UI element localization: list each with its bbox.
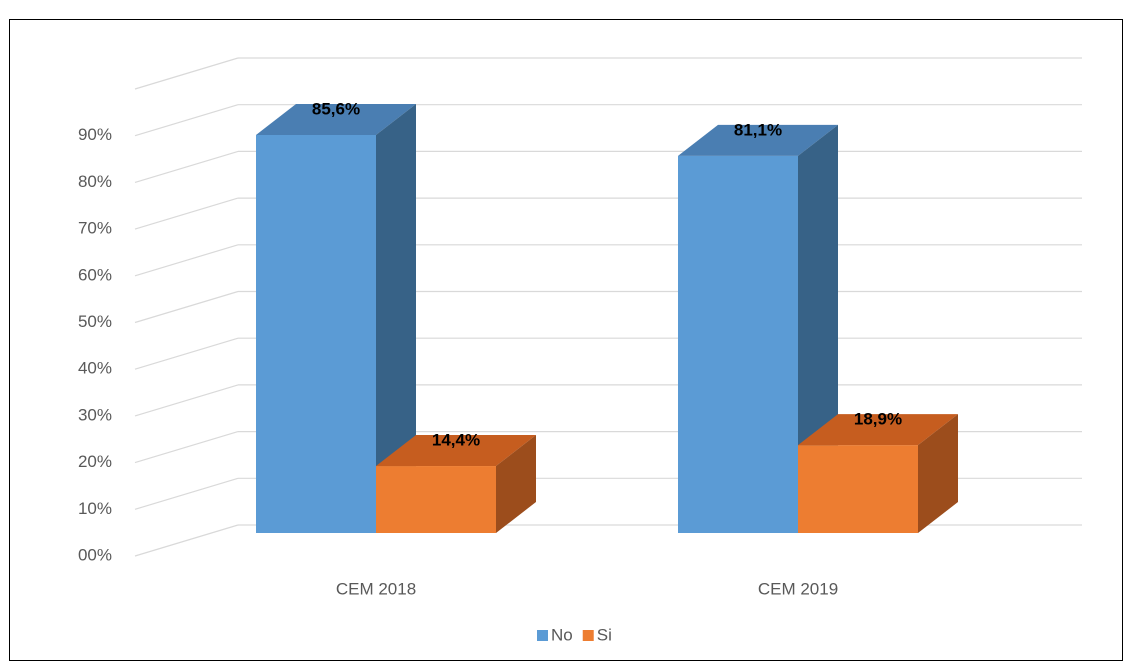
x-tick-label: CEM 2019	[758, 579, 838, 598]
bar-front	[798, 445, 918, 533]
grid-line	[134, 57, 239, 90]
grid-line	[134, 104, 239, 137]
x-tick-label: CEM 2018	[336, 579, 416, 598]
bar-front	[256, 134, 376, 533]
bar-side	[918, 414, 958, 533]
data-label: 85,6%	[312, 99, 360, 118]
legend-label: Si	[597, 625, 612, 644]
bar-top	[256, 103, 416, 135]
grid-line	[134, 431, 239, 464]
grid-line	[134, 244, 239, 277]
bar-front	[376, 466, 496, 533]
y-tick-label: 60%	[78, 265, 112, 284]
grid-line	[134, 384, 239, 417]
legend-swatch	[537, 630, 548, 641]
y-tick-label: 90%	[78, 125, 112, 144]
bar-top	[798, 414, 958, 446]
y-tick-label: 80%	[78, 172, 112, 191]
y-tick-label: 10%	[78, 499, 112, 518]
bar-side	[496, 435, 536, 533]
grid-line	[134, 524, 239, 557]
bar-top	[376, 435, 536, 467]
data-label: 18,9%	[854, 410, 902, 429]
data-label: 14,4%	[432, 431, 480, 450]
y-tick-label: 20%	[78, 452, 112, 471]
y-tick-label: 30%	[78, 405, 112, 424]
y-tick-label: 00%	[78, 545, 112, 564]
legend-swatch	[582, 630, 594, 641]
bar-front	[678, 155, 798, 533]
bar-side	[376, 103, 416, 534]
y-tick-label: 50%	[78, 312, 112, 331]
grid-line	[134, 197, 239, 230]
y-tick-label: 70%	[78, 219, 112, 238]
data-label: 81,1%	[734, 120, 782, 139]
grid-line	[134, 150, 239, 183]
chart-frame	[9, 19, 1123, 661]
grid-line	[134, 337, 239, 370]
legend-label: No	[551, 625, 573, 644]
grid-line	[134, 290, 239, 324]
y-tick-label: 40%	[78, 359, 112, 378]
grid-line	[134, 477, 239, 510]
bar-top	[678, 124, 838, 156]
